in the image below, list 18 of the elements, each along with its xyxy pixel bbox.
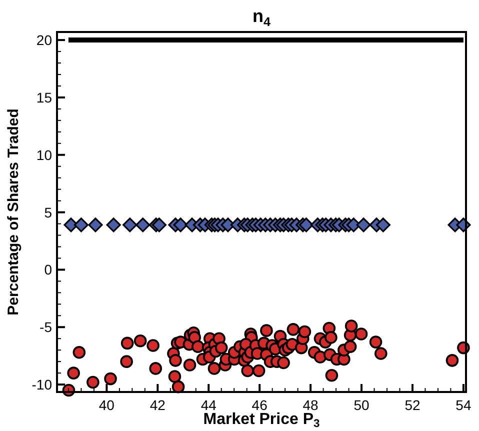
y-tick-label: 15	[36, 89, 52, 106]
y-tick-label: -5	[40, 319, 52, 336]
x-tick-label: 48	[302, 397, 319, 413]
y-tick-label: 10	[36, 146, 52, 163]
x-tick-label: 42	[150, 397, 166, 413]
x-tick-label: 50	[354, 397, 370, 413]
y-axis-title: Percentage of Shares Traded	[5, 108, 22, 316]
x-tick-label: 46	[252, 397, 268, 413]
y-tick-label: 0	[44, 262, 52, 278]
y-tick-label: 5	[44, 204, 52, 220]
x-tick-label: 54	[456, 397, 472, 413]
x-tick-label: 52	[404, 397, 420, 413]
y-tick-label: -10	[32, 376, 52, 393]
x-tick-label: 40	[98, 397, 115, 413]
y-tick-label: 20	[36, 32, 52, 48]
x-tick-label: 44	[200, 397, 217, 413]
chart-title: n$_{4}$	[252, 6, 271, 29]
x-axis-title: Market Price P$_{3}$	[203, 411, 320, 430]
